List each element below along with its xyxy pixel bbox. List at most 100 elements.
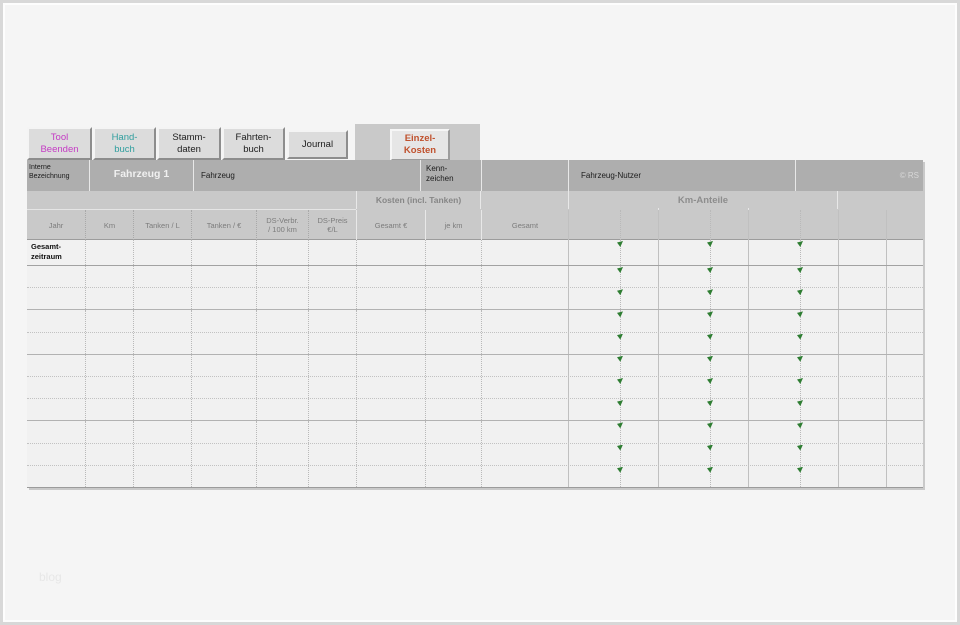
cell-gesamt-eur[interactable]	[356, 310, 425, 332]
cell-gesamt[interactable]	[481, 288, 568, 310]
cell-gesamt[interactable]	[481, 332, 568, 354]
cell-gesamt-eur[interactable]	[356, 421, 425, 443]
cell-ds-preis[interactable]	[308, 266, 356, 288]
cell-jahr[interactable]	[27, 333, 85, 354]
cell-jahr[interactable]	[27, 399, 85, 420]
cell-nutzer[interactable]	[658, 421, 748, 443]
cell[interactable]	[838, 376, 886, 399]
cell-tanken-eur[interactable]	[191, 399, 256, 421]
cell-nutzer[interactable]	[568, 354, 658, 377]
cell-nutzer[interactable]	[568, 288, 658, 310]
cell[interactable]	[886, 332, 923, 354]
cell[interactable]	[133, 240, 191, 265]
cell[interactable]	[886, 443, 923, 465]
cell-ds-verbrauch[interactable]	[256, 332, 308, 354]
cell[interactable]	[886, 376, 923, 399]
cell[interactable]	[838, 354, 886, 376]
cell[interactable]	[886, 288, 923, 310]
cell[interactable]	[886, 421, 923, 443]
cell-gesamt-eur[interactable]	[356, 332, 425, 354]
cell-nutzer[interactable]	[568, 465, 658, 488]
vehicle-name-cell[interactable]: Fahrzeug 1	[89, 160, 193, 191]
fahrtenbuch-button[interactable]: Fahrten- buch	[222, 127, 285, 160]
cell-je-km[interactable]	[425, 465, 481, 487]
cell-nutzer[interactable]	[748, 354, 838, 377]
cell-ds-verbrauch[interactable]	[256, 354, 308, 376]
cell-ds-preis[interactable]	[308, 288, 356, 310]
cell-nutzer[interactable]	[568, 376, 658, 399]
cell-nutzer[interactable]	[568, 332, 658, 354]
cell-tanken-l[interactable]	[133, 443, 191, 465]
cell[interactable]	[838, 399, 886, 421]
cell-gesamt[interactable]	[481, 421, 568, 443]
cell-nutzer[interactable]	[748, 266, 838, 288]
cell-tanken-eur[interactable]	[191, 266, 256, 288]
cell-jahr[interactable]	[27, 310, 85, 331]
cell[interactable]	[481, 240, 568, 265]
cell-gesamt-eur[interactable]	[356, 376, 425, 399]
cell-je-km[interactable]	[425, 399, 481, 421]
cell-ds-preis[interactable]	[308, 421, 356, 443]
handbuch-button[interactable]: Hand- buch	[93, 127, 156, 160]
cell-jahr[interactable]	[27, 355, 85, 376]
cell-gesamt-eur[interactable]	[356, 443, 425, 465]
cell-gesamt[interactable]	[481, 443, 568, 465]
cell-nutzer[interactable]	[748, 465, 838, 488]
cell[interactable]	[838, 332, 886, 354]
cell-gesamt[interactable]	[481, 376, 568, 399]
cell-tanken-eur[interactable]	[191, 288, 256, 310]
cell-nutzer[interactable]	[748, 332, 838, 354]
cell-nutzer[interactable]	[748, 310, 838, 332]
cell-jahr[interactable]	[27, 377, 85, 398]
cell-km[interactable]	[85, 443, 133, 465]
cell[interactable]	[256, 240, 308, 265]
cell-nutzer[interactable]	[658, 443, 748, 465]
kennzeichen-value-cell[interactable]	[481, 160, 568, 191]
cell[interactable]	[838, 443, 886, 465]
cell-km[interactable]	[85, 376, 133, 399]
cell-km[interactable]	[85, 421, 133, 443]
cell[interactable]	[886, 266, 923, 288]
cell-nutzer[interactable]	[748, 376, 838, 399]
cell-tanken-eur[interactable]	[191, 465, 256, 487]
cell-nutzer[interactable]	[658, 288, 748, 310]
cell[interactable]	[838, 288, 886, 310]
cell-ds-preis[interactable]	[308, 443, 356, 465]
cell-jahr[interactable]	[27, 288, 85, 309]
cell-ds-preis[interactable]	[308, 376, 356, 399]
cell-km[interactable]	[85, 288, 133, 310]
cell-je-km[interactable]	[425, 288, 481, 310]
cell-nutzer[interactable]	[658, 310, 748, 332]
cell-ds-verbrauch[interactable]	[256, 399, 308, 421]
cell-je-km[interactable]	[425, 421, 481, 443]
cell-ds-preis[interactable]	[308, 399, 356, 421]
cell-je-km[interactable]	[425, 443, 481, 465]
cell-nutzer[interactable]	[658, 399, 748, 421]
cell[interactable]	[838, 240, 886, 265]
cell[interactable]	[85, 240, 133, 265]
cell[interactable]	[838, 266, 886, 288]
journal-button[interactable]: Journal	[287, 130, 348, 159]
cell-je-km[interactable]	[425, 266, 481, 288]
cell-ds-verbrauch[interactable]	[256, 465, 308, 487]
cell-km[interactable]	[85, 310, 133, 332]
cell-nutzer[interactable]	[568, 266, 658, 288]
cell-km[interactable]	[85, 332, 133, 354]
cell-nutzer[interactable]	[658, 465, 748, 488]
cell-gesamt-eur[interactable]	[356, 354, 425, 376]
cell-je-km[interactable]	[425, 310, 481, 332]
cell-tanken-eur[interactable]	[191, 376, 256, 399]
cell-gesamt-eur[interactable]	[356, 266, 425, 288]
fahrzeug-label-cell[interactable]: Fahrzeug	[193, 160, 420, 191]
cell[interactable]	[886, 310, 923, 332]
cell[interactable]	[191, 240, 256, 265]
cell-ds-verbrauch[interactable]	[256, 266, 308, 288]
cell-nutzer[interactable]	[658, 266, 748, 288]
cell-nutzer[interactable]	[658, 376, 748, 399]
cell-gesamt[interactable]	[481, 354, 568, 376]
cell-ds-preis[interactable]	[308, 354, 356, 376]
cell-nutzer[interactable]	[568, 310, 658, 332]
cell-km[interactable]	[85, 465, 133, 487]
cell-tanken-l[interactable]	[133, 332, 191, 354]
cell-nutzer[interactable]	[748, 288, 838, 310]
